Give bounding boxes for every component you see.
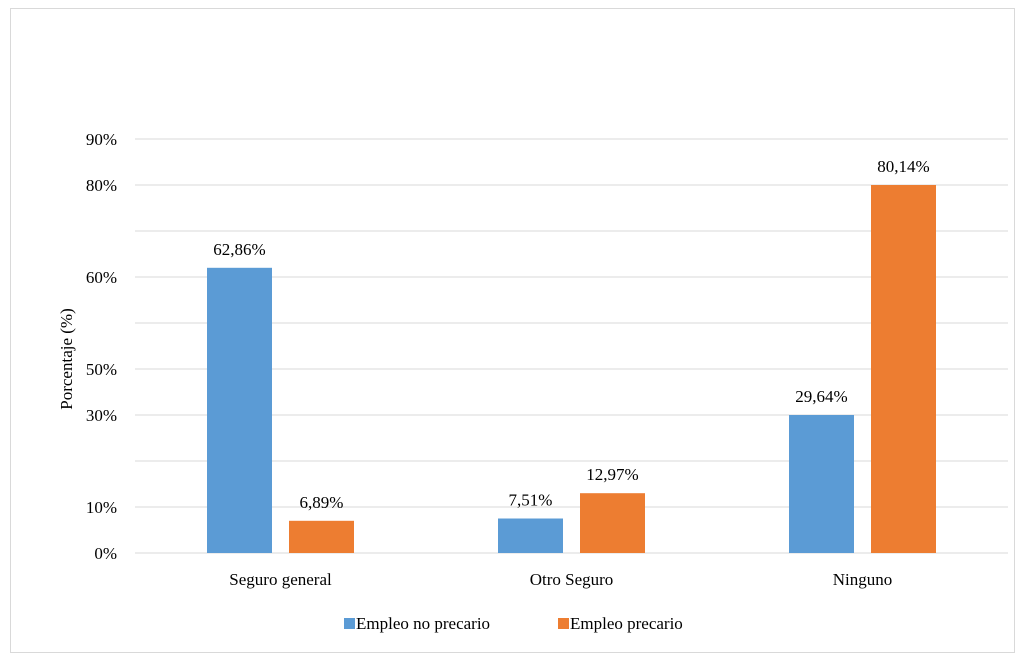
legend-label: Empleo precario xyxy=(570,614,683,633)
bars xyxy=(207,185,936,553)
bar-no-precario xyxy=(498,518,563,553)
bar-precario xyxy=(580,493,645,553)
y-tick-label: 60% xyxy=(86,268,117,287)
y-tick-label: 90% xyxy=(86,130,117,149)
x-tick-label: Otro Seguro xyxy=(530,570,614,589)
data-label: 80,14% xyxy=(877,157,929,176)
bar-precario xyxy=(871,185,936,553)
y-axis-title: Porcentaje (%) xyxy=(57,308,76,409)
legend: Empleo no precario Empleo precario xyxy=(344,614,683,633)
y-tick-label: 10% xyxy=(86,498,117,517)
legend-swatch xyxy=(558,618,569,629)
data-label: 12,97% xyxy=(586,465,638,484)
bar-no-precario xyxy=(207,267,272,553)
x-tick-label: Ninguno xyxy=(833,570,893,589)
data-label: 6,89% xyxy=(300,493,344,512)
y-tick-label: 50% xyxy=(86,360,117,379)
bar-precario xyxy=(289,520,354,553)
data-label: 29,64% xyxy=(795,387,847,406)
gridlines xyxy=(135,138,1008,554)
chart-frame: 0% 10% 30% 50% 60% 80% 90% 62,86% 6,89% 7,51% 12,… xyxy=(10,8,1015,653)
data-label: 7,51% xyxy=(509,491,553,510)
bar-no-precario xyxy=(789,415,854,553)
bar-chart: 0% 10% 30% 50% 60% 80% 90% 62,86% 6,89% 7,51% 12,… xyxy=(57,130,1008,633)
x-axis-tick-labels: Seguro general Otro Seguro Ninguno xyxy=(229,570,892,589)
legend-swatch xyxy=(344,618,355,629)
y-tick-label: 30% xyxy=(86,406,117,425)
y-axis-tick-labels: 0% 10% 30% 50% 60% 80% 90% xyxy=(86,130,117,563)
x-tick-label: Seguro general xyxy=(229,570,332,589)
y-tick-label: 0% xyxy=(94,544,117,563)
data-labels: 62,86% 6,89% 7,51% 12,97% 29,64% 80,14% xyxy=(213,157,929,512)
legend-label: Empleo no precario xyxy=(356,614,490,633)
data-label: 62,86% xyxy=(213,240,265,259)
y-tick-label: 80% xyxy=(86,176,117,195)
